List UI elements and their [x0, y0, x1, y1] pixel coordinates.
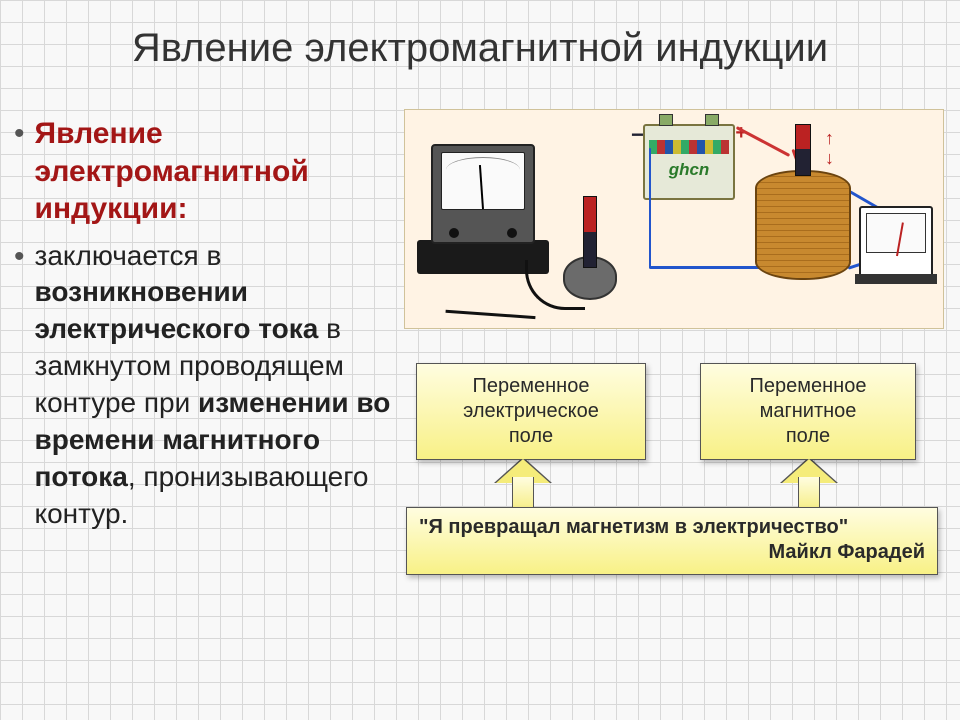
bullet-heading-row: • Явление электромагнитной индукции: — [14, 115, 400, 228]
definition-heading: Явление электромагнитной индукции: — [35, 115, 400, 228]
small-coil — [563, 256, 617, 300]
callout-electric-field: Переменноеэлектрическоеполе — [416, 363, 646, 460]
arrow-down-icon: ↓ — [825, 148, 834, 169]
wire-blue — [649, 148, 651, 268]
bullet-icon: • — [14, 119, 25, 149]
large-coil: ↑ ↓ — [755, 170, 851, 280]
apparatus-diagram: −+ ghcn ↑ ↓ — [404, 109, 944, 329]
wire-blue — [649, 266, 769, 269]
bar-magnet-icon — [795, 124, 811, 176]
left-column: • Явление электромагнитной индукции: • з… — [0, 115, 400, 675]
battery: −+ ghcn — [643, 124, 735, 200]
faraday-quote: "Я превращал магнетизм в электричество" … — [406, 507, 938, 575]
ammeter — [859, 206, 933, 278]
quote-text: "Я превращал магнетизм в электричество" — [419, 516, 848, 538]
galvanometer — [423, 124, 543, 274]
content-row: • Явление электромагнитной индукции: • з… — [0, 115, 960, 675]
bullet-icon: • — [14, 242, 25, 272]
right-column: −+ ghcn ↑ ↓ Переменноеэлектри — [400, 115, 960, 675]
bullet-body-row: • заключается в возникновении электричес… — [14, 238, 400, 534]
battery-label: ghcn — [645, 160, 733, 180]
quote-author: Майкл Фарадей — [419, 541, 925, 564]
arrow-up-icon: ↑ — [825, 128, 834, 149]
page-title: Явление электромагнитной индукции — [0, 0, 960, 71]
bar-magnet-icon — [583, 196, 597, 268]
definition-body: заключается в возникновении электрическо… — [35, 238, 400, 534]
callout-magnetic-field: Переменноемагнитноеполе — [700, 363, 916, 460]
